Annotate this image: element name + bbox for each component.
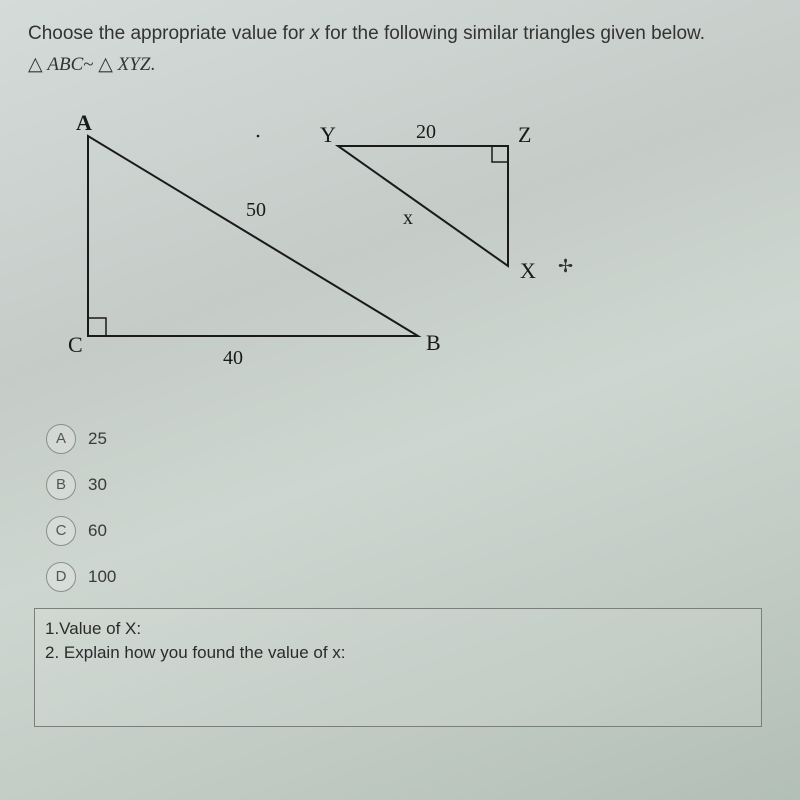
stray-dot	[257, 134, 260, 137]
option-c-circle: C	[46, 516, 76, 546]
option-b-value: 30	[88, 475, 107, 495]
triangle-symbol-2: △	[98, 54, 117, 75]
option-c-value: 60	[88, 521, 107, 541]
side-cb-label: 40	[223, 347, 243, 369]
vertex-z: Z	[518, 122, 531, 147]
option-d-circle: D	[46, 562, 76, 592]
vertex-x: X	[520, 258, 536, 283]
option-d-value: 100	[88, 567, 116, 587]
answer-line-2: 2. Explain how you found the value of x:	[45, 641, 751, 666]
option-b-circle: B	[46, 470, 76, 500]
diagram-area: A C B 50 40 Y Z X 20 x	[28, 106, 768, 406]
triangle-symbol-1: △	[28, 54, 47, 75]
option-c[interactable]: C 60	[46, 516, 772, 546]
triangle-abc: A C B 50 40	[68, 110, 441, 369]
vertex-b: B	[426, 330, 441, 355]
side-xy-label: x	[403, 207, 413, 229]
move-cursor-icon: ✢	[558, 256, 573, 277]
vertex-a: A	[76, 110, 92, 135]
similarity-statement: △ ABC~ △ XYZ.	[28, 53, 772, 76]
tilde: ~	[83, 54, 93, 75]
triangle-xyz: Y Z X 20 x	[320, 121, 536, 283]
question-prompt: Choose the appropriate value for x for t…	[28, 20, 772, 49]
variable-x: x	[310, 23, 320, 44]
answer-line-1: 1.Value of X:	[45, 617, 751, 642]
diagram-svg: A C B 50 40 Y Z X 20 x	[28, 106, 768, 406]
period: .	[150, 54, 155, 75]
prompt-suffix: for the following similar triangles give…	[320, 23, 705, 44]
answer-options: A 25 B 30 C 60 D 100	[46, 424, 772, 592]
vertex-y: Y	[320, 122, 336, 147]
side-ab-label: 50	[246, 199, 266, 221]
option-a-value: 25	[88, 429, 107, 449]
tri-abc: ABC	[47, 54, 83, 75]
answer-box[interactable]: 1.Value of X: 2. Explain how you found t…	[34, 608, 762, 727]
prompt-prefix: Choose the appropriate value for	[28, 23, 310, 44]
option-a[interactable]: A 25	[46, 424, 772, 454]
tri-xyz: XYZ	[118, 54, 151, 75]
side-yz-label: 20	[416, 121, 436, 143]
vertex-c: C	[68, 332, 83, 357]
option-b[interactable]: B 30	[46, 470, 772, 500]
option-a-circle: A	[46, 424, 76, 454]
option-d[interactable]: D 100	[46, 562, 772, 592]
